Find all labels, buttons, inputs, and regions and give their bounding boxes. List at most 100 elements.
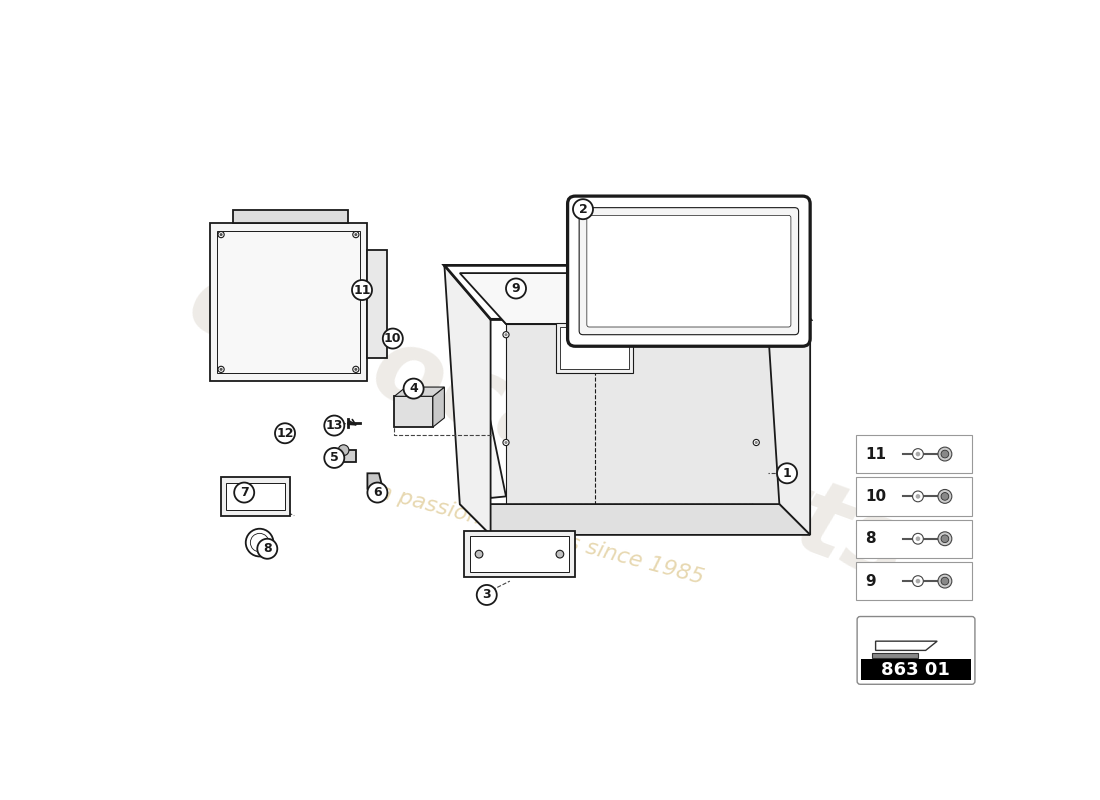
Bar bbox=[856, 435, 972, 474]
Polygon shape bbox=[395, 396, 433, 427]
Circle shape bbox=[367, 482, 387, 502]
Circle shape bbox=[755, 341, 758, 344]
Circle shape bbox=[218, 231, 224, 238]
Circle shape bbox=[383, 329, 403, 349]
Bar bbox=[856, 519, 972, 558]
Text: 11: 11 bbox=[866, 446, 887, 462]
Polygon shape bbox=[209, 223, 367, 381]
Text: 13: 13 bbox=[326, 419, 343, 432]
Text: 9: 9 bbox=[512, 282, 520, 295]
Polygon shape bbox=[763, 266, 810, 535]
Polygon shape bbox=[560, 327, 629, 370]
FancyBboxPatch shape bbox=[568, 196, 810, 346]
Polygon shape bbox=[233, 210, 348, 223]
Circle shape bbox=[940, 493, 948, 500]
Circle shape bbox=[324, 415, 344, 435]
Circle shape bbox=[940, 535, 948, 542]
Circle shape bbox=[234, 482, 254, 502]
Polygon shape bbox=[464, 531, 575, 578]
Text: 8: 8 bbox=[263, 542, 272, 555]
Circle shape bbox=[573, 199, 593, 219]
Polygon shape bbox=[460, 273, 799, 324]
Polygon shape bbox=[341, 450, 356, 462]
Polygon shape bbox=[871, 653, 917, 658]
Polygon shape bbox=[433, 387, 444, 427]
Circle shape bbox=[475, 550, 483, 558]
Circle shape bbox=[506, 278, 526, 298]
Circle shape bbox=[938, 532, 952, 546]
Circle shape bbox=[218, 366, 224, 373]
Text: eurocarparts: eurocarparts bbox=[175, 250, 922, 604]
Polygon shape bbox=[367, 250, 387, 358]
FancyBboxPatch shape bbox=[580, 208, 799, 334]
Polygon shape bbox=[556, 323, 634, 373]
Circle shape bbox=[503, 439, 509, 446]
Circle shape bbox=[915, 537, 921, 541]
Text: a passion for parts since 1985: a passion for parts since 1985 bbox=[375, 482, 706, 588]
Circle shape bbox=[940, 578, 948, 585]
Polygon shape bbox=[460, 504, 810, 535]
Circle shape bbox=[353, 231, 359, 238]
Circle shape bbox=[913, 534, 923, 544]
Circle shape bbox=[353, 366, 359, 373]
Circle shape bbox=[777, 463, 797, 483]
Text: 11: 11 bbox=[353, 283, 371, 297]
Polygon shape bbox=[227, 482, 285, 510]
Text: 10: 10 bbox=[866, 489, 887, 504]
Text: 4: 4 bbox=[409, 382, 418, 395]
Circle shape bbox=[938, 490, 952, 503]
FancyBboxPatch shape bbox=[587, 215, 791, 327]
Polygon shape bbox=[506, 324, 799, 526]
Circle shape bbox=[324, 448, 344, 468]
Circle shape bbox=[503, 332, 509, 338]
Circle shape bbox=[915, 494, 921, 498]
Bar bbox=[856, 477, 972, 516]
Circle shape bbox=[913, 576, 923, 586]
Circle shape bbox=[505, 441, 507, 444]
Circle shape bbox=[915, 578, 921, 583]
Circle shape bbox=[505, 333, 507, 336]
Circle shape bbox=[915, 452, 921, 456]
Circle shape bbox=[592, 339, 597, 346]
Circle shape bbox=[476, 585, 497, 605]
Text: 7: 7 bbox=[240, 486, 249, 499]
Circle shape bbox=[275, 423, 295, 443]
Polygon shape bbox=[444, 266, 810, 319]
Polygon shape bbox=[395, 387, 444, 396]
Polygon shape bbox=[876, 641, 937, 650]
Text: 2: 2 bbox=[579, 202, 587, 216]
Polygon shape bbox=[470, 537, 569, 572]
Circle shape bbox=[404, 378, 424, 398]
Circle shape bbox=[220, 233, 222, 236]
Bar bbox=[861, 659, 971, 681]
Text: 9: 9 bbox=[866, 574, 877, 589]
Circle shape bbox=[754, 339, 759, 346]
Circle shape bbox=[938, 574, 952, 588]
Circle shape bbox=[257, 538, 277, 558]
Circle shape bbox=[593, 341, 596, 344]
Text: 6: 6 bbox=[373, 486, 382, 499]
Text: 1: 1 bbox=[783, 467, 791, 480]
Text: 3: 3 bbox=[483, 589, 491, 602]
Circle shape bbox=[354, 368, 358, 371]
Circle shape bbox=[352, 280, 372, 300]
Polygon shape bbox=[218, 230, 360, 373]
Polygon shape bbox=[444, 266, 506, 498]
FancyBboxPatch shape bbox=[857, 617, 975, 684]
Circle shape bbox=[754, 439, 759, 446]
Circle shape bbox=[913, 491, 923, 502]
Text: 12: 12 bbox=[276, 426, 294, 440]
Polygon shape bbox=[460, 273, 799, 324]
Text: 5: 5 bbox=[330, 451, 339, 464]
Text: 863 01: 863 01 bbox=[881, 661, 950, 678]
Polygon shape bbox=[444, 266, 810, 319]
Circle shape bbox=[245, 529, 274, 557]
Bar bbox=[856, 562, 972, 600]
Circle shape bbox=[940, 450, 948, 458]
Text: 10: 10 bbox=[384, 332, 402, 345]
Polygon shape bbox=[444, 266, 491, 535]
Circle shape bbox=[557, 550, 564, 558]
Circle shape bbox=[755, 441, 758, 444]
Text: 8: 8 bbox=[866, 531, 877, 546]
Circle shape bbox=[251, 534, 268, 552]
